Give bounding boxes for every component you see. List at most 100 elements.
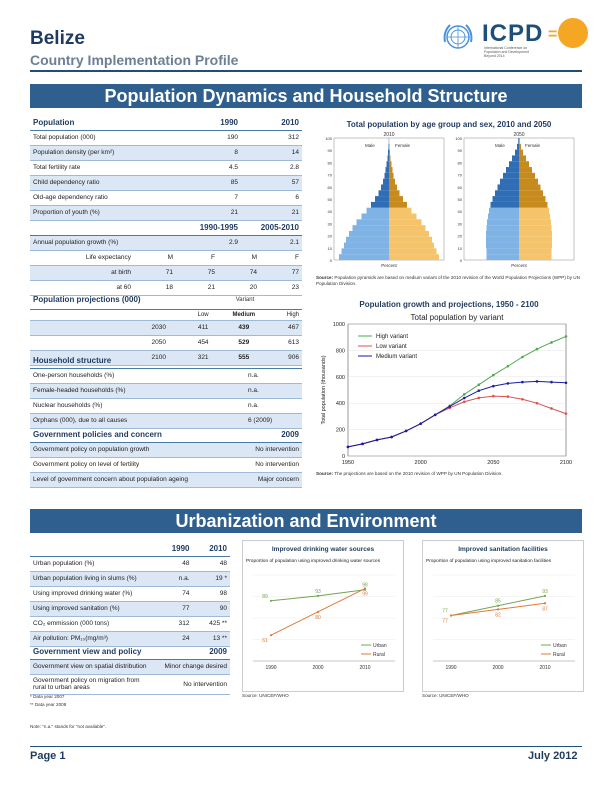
female-bar xyxy=(519,161,529,168)
cell-value: 24 xyxy=(155,631,193,647)
y-axis-label: Total population (thousands) xyxy=(321,355,327,424)
male-bar xyxy=(339,254,389,260)
cell-value: 467 xyxy=(269,320,302,336)
table-row: Urban population (%) 48 48 xyxy=(30,556,230,572)
female-bar xyxy=(519,242,552,249)
table-row: Proportion of youth (%) 21 21 xyxy=(30,205,302,221)
row-label: Urban population (%) xyxy=(30,556,155,572)
cell-value: Minor change desired xyxy=(150,659,230,675)
blank-cell xyxy=(245,353,302,369)
table-row: Level of government concern about popula… xyxy=(30,472,302,488)
un-emblem-icon xyxy=(443,24,473,49)
female-bar xyxy=(389,230,429,237)
row-label: Old-age dependency ratio xyxy=(30,190,180,206)
female-bar xyxy=(389,172,394,179)
period-header-label: 2005-2010 xyxy=(241,220,302,236)
y-tick-label: 400 xyxy=(336,401,345,407)
male-bar xyxy=(381,184,389,191)
cell-value: n.a. xyxy=(245,383,302,399)
icpd-equals-sign: = xyxy=(548,26,558,43)
pyramid-tick-label: 100 xyxy=(455,136,462,141)
table-row: Using improved drinking water (%) 74 98 xyxy=(30,586,230,602)
legend-label: Medium variant xyxy=(376,354,417,360)
female-bar xyxy=(519,138,520,144)
pyramid-tick-label: 10 xyxy=(458,246,463,251)
sex-label: M xyxy=(134,250,176,266)
blank-cell xyxy=(30,309,188,321)
data-point xyxy=(535,347,539,351)
female-bar xyxy=(519,207,549,214)
female-bar xyxy=(519,172,535,179)
urbanization-table: 1990 2010 Urban population (%) 48 48 Urban … xyxy=(30,541,230,647)
period-header-blank xyxy=(30,220,180,236)
x-tick-label: 2050 xyxy=(487,460,499,466)
male-bar xyxy=(518,138,519,144)
pyramid-tick-label: 90 xyxy=(458,148,463,153)
column-label: Low xyxy=(188,309,219,321)
female-bar xyxy=(519,196,546,202)
data-point xyxy=(363,587,367,590)
row-label: Using improved drinking water (%) xyxy=(30,586,155,602)
female-bar xyxy=(519,201,548,208)
table-header-year: 1990 xyxy=(180,115,241,131)
data-point xyxy=(462,400,466,404)
female-bar xyxy=(389,167,393,173)
data-point xyxy=(492,384,495,388)
female-bar xyxy=(389,196,403,202)
y-tick-label: 1000 xyxy=(333,322,345,328)
source-label: Source: xyxy=(316,275,334,280)
cell-value: 77 xyxy=(155,601,193,617)
legend-label: Rural xyxy=(373,652,385,658)
male-bar xyxy=(497,184,519,191)
cell-value: 85 xyxy=(180,175,241,191)
data-point xyxy=(346,445,350,449)
row-label: Government policy on population growth xyxy=(30,442,220,458)
x-tick-label: 1990 xyxy=(265,665,276,671)
data-label: 61 xyxy=(262,638,268,644)
table-row: Old-age dependency ratio 7 6 xyxy=(30,190,302,206)
male-bar xyxy=(486,254,519,260)
period-header-label: 1990-1995 xyxy=(180,220,241,236)
projection-line-chart: Total population by variant 0 200 400 600 800… xyxy=(321,313,572,466)
cell-value: 2.1 xyxy=(241,235,302,251)
sanitation-chart-subtitle: Proportion of population using improved … xyxy=(426,559,552,564)
blank-cell xyxy=(30,541,155,557)
male-bar xyxy=(378,190,389,197)
table-header-label: Population xyxy=(30,115,180,131)
male-bar xyxy=(503,172,519,179)
female-bar xyxy=(389,213,417,220)
male-bar xyxy=(486,236,519,243)
household-header: Household structure xyxy=(30,353,302,369)
row-label: Urban population living in slums (%) xyxy=(30,571,155,587)
table-row: Government policy on level of fertility N… xyxy=(30,457,302,473)
data-label: 85 xyxy=(495,599,501,605)
male-bar xyxy=(517,143,519,150)
sanitation-chart-title: Improved sanitation facilities xyxy=(458,546,548,553)
icpd-logo-subtext: International Conference on Population a… xyxy=(484,46,529,58)
projections-title: Population projections (000) xyxy=(30,291,188,310)
male-bar xyxy=(495,190,519,197)
x-tick-label: 2000 xyxy=(492,665,503,671)
cell-value: n.a. xyxy=(245,368,302,384)
legend-label: High variant xyxy=(376,334,408,340)
cell-value: 6 xyxy=(241,190,302,206)
male-bar xyxy=(384,172,389,179)
footnote-na: Note: "n.a." stands for "not available". xyxy=(30,724,107,729)
cell-value: 74 xyxy=(155,586,193,602)
pyramid-xlabel: Percent xyxy=(511,263,527,268)
legend-label: Urban xyxy=(553,643,567,649)
household-title: Household structure xyxy=(30,353,245,369)
data-point xyxy=(564,381,568,385)
column-label: Medium xyxy=(218,309,270,321)
urban-table-header: 1990 2010 xyxy=(30,541,230,557)
male-bar xyxy=(486,242,519,249)
cell-value: 8 xyxy=(180,145,241,161)
row-label: Using improved sanitation (%) xyxy=(30,601,155,617)
female-bar xyxy=(389,254,439,260)
female-label: Female xyxy=(395,143,411,148)
male-bar xyxy=(387,155,389,162)
cell-value: 190 xyxy=(180,130,241,146)
cell-value: Major concern xyxy=(220,472,302,488)
data-label: 82 xyxy=(495,612,501,618)
row-label: 2050 xyxy=(30,335,188,351)
